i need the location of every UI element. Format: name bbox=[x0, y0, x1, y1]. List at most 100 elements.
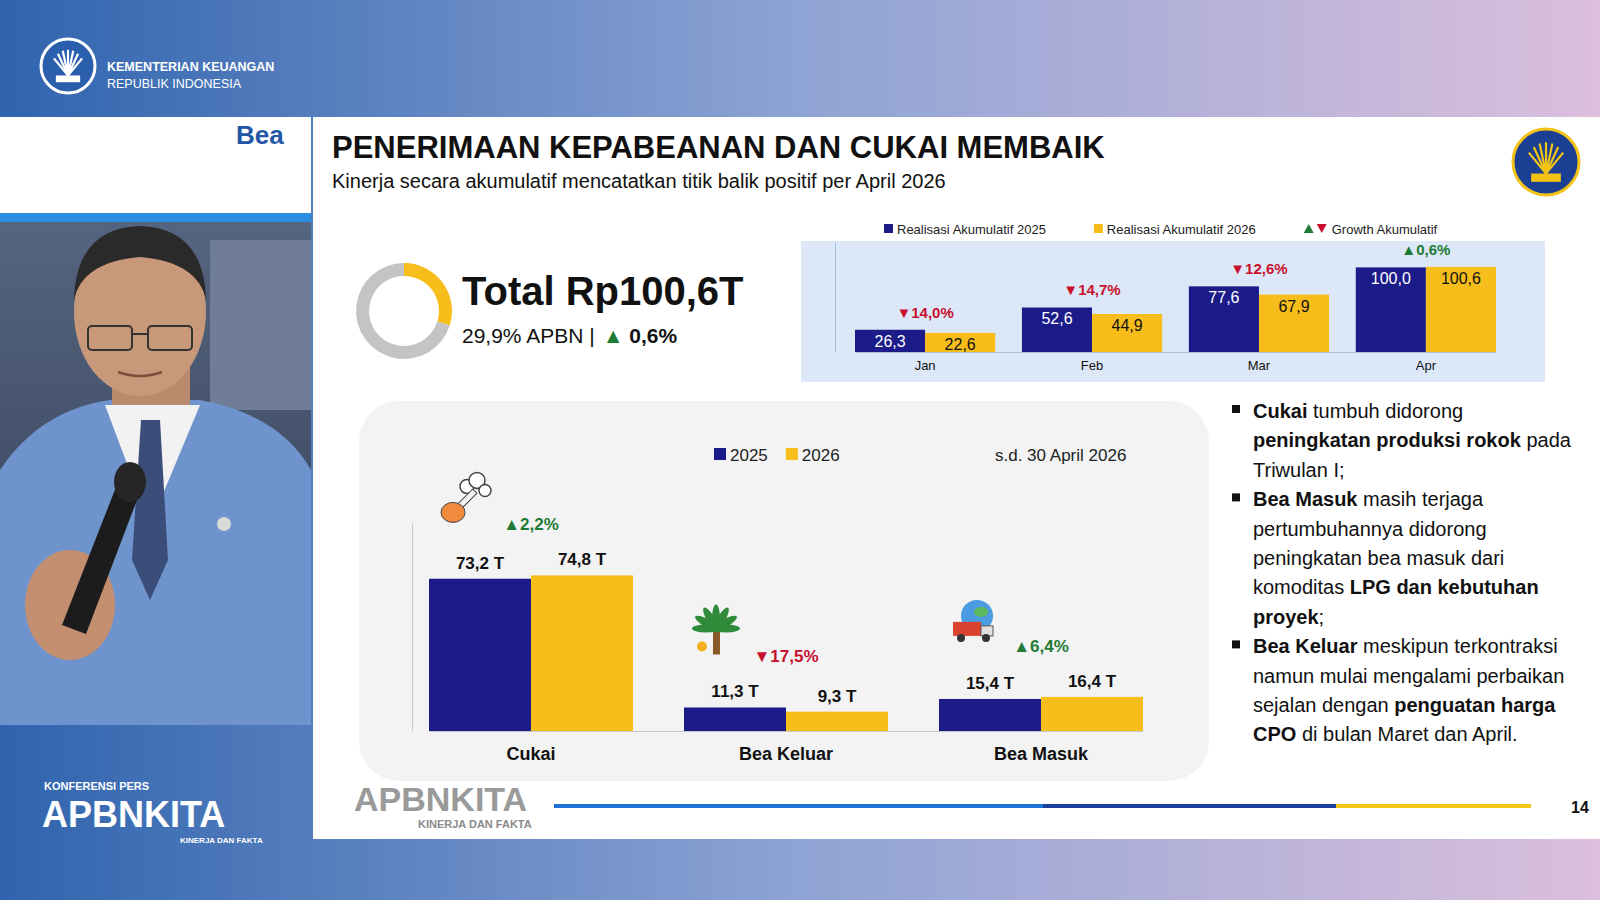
presenter-glasses bbox=[148, 326, 192, 350]
legend: 20252026 bbox=[714, 446, 840, 465]
data-label: 16,4 T bbox=[1068, 672, 1117, 691]
x-axis: JanFebMarApr bbox=[856, 353, 1497, 374]
bar bbox=[925, 333, 995, 352]
background bbox=[0, 0, 1600, 900]
microphone-head bbox=[114, 462, 146, 502]
icon-trunk bbox=[713, 628, 720, 654]
data-labels: 73,2 T11,3 T15,4 T74,8 T9,3 T16,4 T▲2,2%… bbox=[456, 515, 1117, 705]
presenter-suit bbox=[0, 400, 311, 725]
bullet-line: Cukai tumbuh didorong bbox=[1253, 400, 1463, 422]
legend-swatch bbox=[1094, 224, 1103, 233]
x-tick: Bea Masuk bbox=[994, 744, 1089, 764]
footer-line bbox=[554, 804, 1043, 808]
x-tick-label: Bea Masuk bbox=[994, 744, 1089, 764]
x-tick-label: Bea Keluar bbox=[739, 744, 833, 764]
bullet-run: LPG dan kebutuhan bbox=[1344, 576, 1538, 598]
bullet-run: meskipun terkontraksi bbox=[1358, 635, 1558, 657]
legend-label: Growth Akumulatif bbox=[1332, 222, 1438, 237]
bullet-run: ; bbox=[1319, 606, 1325, 628]
donut-title: Total Rp100,6T bbox=[462, 269, 744, 313]
x-axis-line bbox=[856, 352, 1497, 353]
x-tick-label: Jan bbox=[915, 358, 936, 373]
category-icon bbox=[692, 604, 740, 654]
category-icon bbox=[953, 600, 993, 642]
logo-ray bbox=[63, 51, 68, 76]
logo-ray bbox=[68, 58, 82, 75]
bullet-line: sejalan dengan penguatan harga bbox=[1253, 694, 1556, 716]
logo-ray bbox=[1546, 153, 1563, 174]
bullet-line: Bea Keluar meskipun terkontraksi bbox=[1253, 635, 1558, 657]
donut-chart bbox=[356, 263, 452, 359]
bullet-run: peningkatan produksi rokok bbox=[1253, 429, 1522, 451]
x-axis-line bbox=[430, 731, 1144, 732]
bullets: Cukai tumbuh didorong peningkatan produks… bbox=[1232, 400, 1572, 745]
donut-slice bbox=[404, 263, 452, 326]
ministry-logo bbox=[1513, 129, 1579, 195]
logo-ring bbox=[41, 39, 95, 93]
bullet-run: namun mulai mengalami perbaikan bbox=[1253, 665, 1564, 687]
icon-wheel bbox=[957, 634, 965, 642]
footer-line bbox=[1043, 804, 1336, 808]
org-country: REPUBLIK INDONESIA bbox=[107, 77, 242, 91]
legend-up bbox=[1304, 224, 1314, 233]
presenter-video bbox=[0, 222, 311, 725]
org-name: KEMENTERIAN KEUANGAN bbox=[107, 60, 274, 74]
bar bbox=[1259, 295, 1329, 352]
data-label: 74,8 T bbox=[558, 550, 607, 569]
bullet-marker bbox=[1232, 493, 1240, 501]
donut-slice bbox=[356, 263, 450, 359]
x-tick: Mar bbox=[1248, 358, 1271, 373]
side-stripe bbox=[0, 213, 311, 222]
presenter-mouth bbox=[118, 372, 162, 376]
bullet-run: pertumbuhannya didorong bbox=[1253, 518, 1487, 540]
logo-ring bbox=[1513, 129, 1579, 195]
growth-label: ▲0,6% bbox=[1401, 241, 1450, 258]
footer-logo: APBNKITA bbox=[354, 780, 527, 818]
icon-land bbox=[974, 607, 988, 617]
bullet-run: komoditas bbox=[1253, 576, 1344, 598]
legend-swatch bbox=[884, 224, 893, 233]
bullet-run: tumbuh didorong bbox=[1307, 400, 1463, 422]
bullet-run: Bea Masuk bbox=[1253, 488, 1358, 510]
icon-leaf bbox=[712, 624, 740, 632]
bar bbox=[531, 575, 633, 731]
category-icon bbox=[441, 472, 491, 522]
x-tick: Cukai bbox=[506, 744, 555, 764]
bar bbox=[855, 330, 925, 352]
x-tick-label: Cukai bbox=[506, 744, 555, 764]
chart-panel bbox=[801, 241, 1545, 382]
x-tick: Jan bbox=[915, 358, 936, 373]
x-tick: Apr bbox=[1416, 358, 1437, 373]
legend-swatch bbox=[786, 448, 798, 460]
bullet-run: masih terjaga bbox=[1358, 488, 1484, 510]
bullet-line: pertumbuhannya didorong bbox=[1253, 518, 1487, 540]
donut-subtitle-text: 29,9% APBN | bbox=[462, 324, 595, 347]
video-wall bbox=[210, 240, 311, 410]
chart-panel bbox=[359, 401, 1209, 781]
bar bbox=[786, 712, 888, 731]
data-label: 100,6 bbox=[1441, 270, 1481, 287]
legend-label: 2026 bbox=[802, 446, 840, 465]
x-tick-label: Apr bbox=[1416, 358, 1437, 373]
data-label: 73,2 T bbox=[456, 554, 505, 573]
presenter-hair bbox=[74, 226, 206, 300]
presenter-glasses bbox=[132, 333, 148, 335]
icon-truck bbox=[953, 622, 981, 636]
legend-label: Realisasi Akumulatif 2025 bbox=[897, 222, 1046, 237]
page: KEMENTERIAN KEUANGAN REPUBLIK INDONESIA Be… bbox=[0, 0, 1600, 900]
bullet-line: peningkatan produksi rokok pada bbox=[1253, 429, 1572, 451]
data-labels: 26,352,677,6100,022,644,967,9100,6▼14,0%… bbox=[874, 241, 1481, 353]
icon-smoke bbox=[479, 484, 491, 496]
presenter-tie bbox=[132, 420, 168, 600]
data-label: 77,6 bbox=[1208, 289, 1239, 306]
donut-subtitle: 29,9% APBN |▲ 0,6% bbox=[462, 324, 678, 347]
page-number: 14 bbox=[1571, 799, 1589, 816]
icon-hand bbox=[441, 502, 465, 522]
footer-tagline: KINERJA DAN FAKTA bbox=[418, 818, 532, 830]
bullet-run: pada bbox=[1521, 429, 1572, 451]
logo-base bbox=[56, 75, 80, 82]
legend-label: Realisasi Akumulatif 2026 bbox=[1107, 222, 1256, 237]
bar bbox=[1022, 307, 1092, 352]
x-tick: Bea Keluar bbox=[739, 744, 833, 764]
bars bbox=[429, 575, 1143, 731]
